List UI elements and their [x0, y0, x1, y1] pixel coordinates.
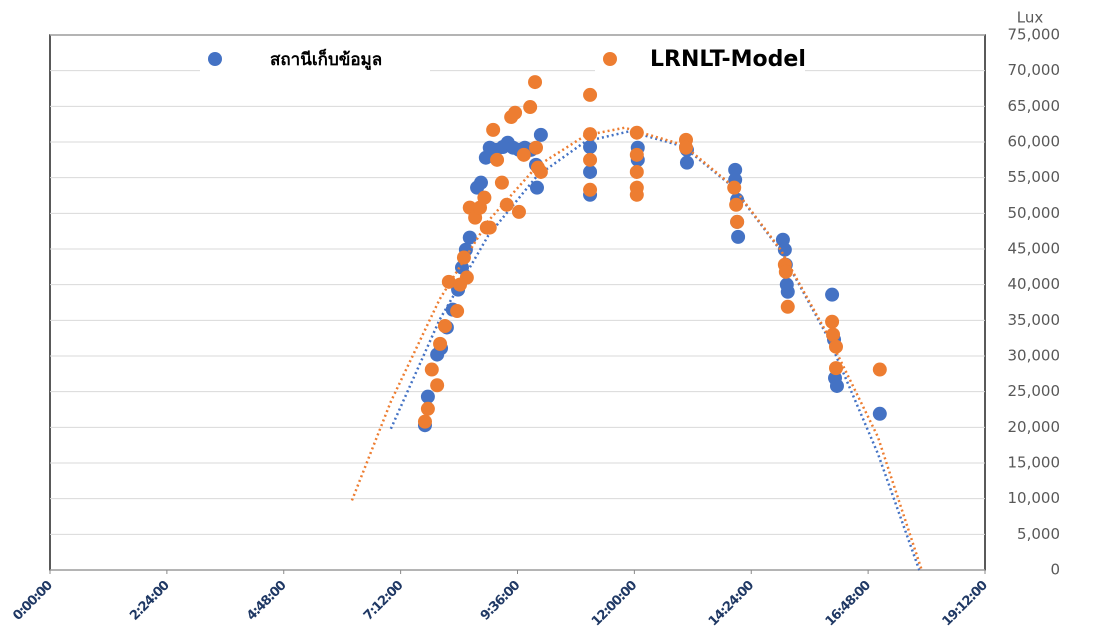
data-point: [583, 152, 598, 167]
data-point: [516, 147, 531, 162]
legend-label: สถานีเก็บข้อมูล: [270, 47, 382, 71]
x-tick-label: 2:24:00: [127, 578, 173, 624]
data-point: [583, 182, 598, 197]
data-point: [583, 164, 598, 179]
y-tick-label: 25,000: [1008, 382, 1061, 400]
data-point: [826, 327, 841, 342]
data-point: [529, 140, 544, 155]
data-point: [678, 140, 693, 155]
y-tick-label: 0: [1050, 561, 1060, 579]
x-tick-label: 0:00:00: [10, 578, 56, 624]
data-point: [729, 197, 744, 212]
data-point: [828, 339, 843, 354]
data-point: [441, 274, 456, 289]
data-point: [529, 180, 544, 195]
x-tick-label: 19:12:00: [940, 578, 991, 629]
y-tick-label: 70,000: [1008, 61, 1061, 79]
data-point: [456, 250, 471, 265]
data-point: [437, 319, 452, 334]
legend-bg: [200, 44, 430, 74]
y-tick-label: 60,000: [1008, 133, 1061, 151]
data-point: [583, 127, 598, 142]
data-point: [778, 264, 793, 279]
data-point: [430, 378, 445, 393]
y-tick-label: 35,000: [1008, 311, 1061, 329]
data-point: [494, 175, 509, 190]
data-point: [459, 270, 474, 285]
data-point: [528, 75, 543, 90]
y-tick-label: 50,000: [1008, 204, 1061, 222]
data-point: [629, 187, 644, 202]
data-point: [829, 378, 844, 393]
data-point: [872, 406, 887, 421]
data-point: [424, 362, 439, 377]
data-point: [777, 242, 792, 257]
data-point: [462, 230, 477, 245]
data-point: [511, 204, 526, 219]
data-point: [727, 180, 742, 195]
data-point: [872, 362, 887, 377]
legend-bg: [595, 44, 805, 74]
data-point: [728, 162, 743, 177]
y-tick-label: 75,000: [1008, 26, 1061, 44]
y-tick-label: 40,000: [1008, 275, 1061, 293]
data-point: [825, 287, 840, 302]
x-tick-label: 16:48:00: [823, 578, 874, 629]
data-point: [499, 197, 514, 212]
data-point: [490, 152, 505, 167]
data-point: [825, 314, 840, 329]
data-point: [780, 299, 795, 314]
data-point: [629, 164, 644, 179]
data-point: [420, 389, 435, 404]
legend-marker: [208, 52, 222, 66]
data-point: [450, 304, 465, 319]
data-point: [433, 336, 448, 351]
y-tick-label: 20,000: [1008, 418, 1061, 436]
data-point: [679, 155, 694, 170]
data-point: [508, 105, 523, 120]
data-point: [780, 284, 795, 299]
x-tick-label: 9:36:00: [478, 578, 524, 624]
data-point: [420, 401, 435, 416]
legend-marker: [603, 52, 617, 66]
x-tick-label: 7:12:00: [361, 578, 407, 624]
y-tick-label: 55,000: [1008, 168, 1061, 186]
x-tick-label: 12:00:00: [589, 578, 640, 629]
y-tick-label: 5,000: [1017, 525, 1060, 543]
y-tick-label: 30,000: [1008, 347, 1061, 365]
data-point: [523, 100, 538, 115]
data-point: [473, 175, 488, 190]
y-tick-label: 10,000: [1008, 489, 1061, 507]
data-point: [629, 125, 644, 140]
data-point: [828, 361, 843, 376]
y-tick-label: 65,000: [1008, 97, 1061, 115]
y-axis-label: Lux: [1017, 9, 1044, 27]
legend-label: LRNLT-Model: [650, 47, 806, 72]
y-tick-label: 45,000: [1008, 240, 1061, 258]
data-point: [730, 214, 745, 229]
x-tick-label: 4:48:00: [244, 578, 290, 624]
y-tick-label: 15,000: [1008, 454, 1061, 472]
x-tick-label: 14:24:00: [706, 578, 757, 629]
data-point: [583, 139, 598, 154]
trendline: [389, 130, 921, 571]
data-point: [533, 127, 548, 142]
data-point: [533, 164, 548, 179]
data-point: [486, 122, 501, 137]
data-point: [629, 147, 644, 162]
data-point: [731, 229, 746, 244]
data-point: [477, 190, 492, 205]
data-point: [583, 87, 598, 102]
plot-frame: [49, 34, 986, 571]
data-point: [482, 220, 497, 235]
data-point: [417, 414, 432, 429]
